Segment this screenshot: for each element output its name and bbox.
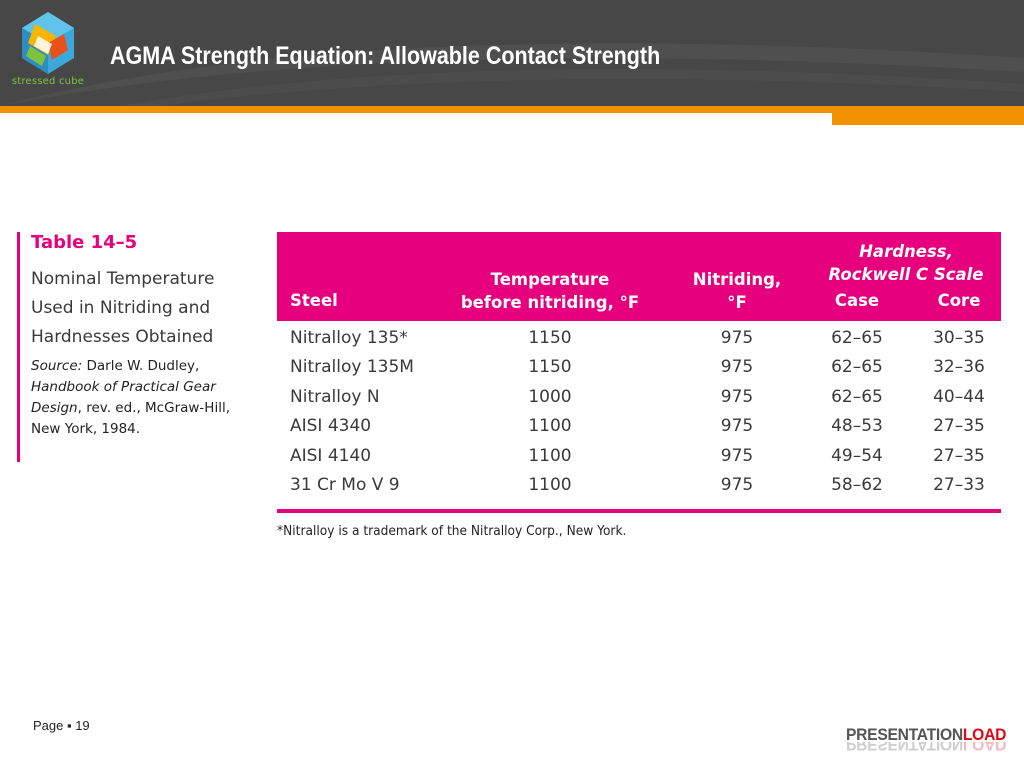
table-row: Nitralloy N 1000 975 62–65 40–44: [277, 387, 1001, 416]
header-case: Case: [834, 291, 880, 310]
cell-nitriding: 975: [720, 386, 754, 407]
header-temperature-line2: before nitriding, °F: [460, 293, 640, 312]
cell-case: 62–65: [831, 328, 883, 348]
header-nitriding-line2: °F: [727, 293, 747, 312]
cell-temperature: 1000: [528, 386, 572, 407]
cell-steel: AISI 4140: [290, 445, 372, 466]
cell-case: 62–65: [831, 357, 883, 378]
table-number: Table 14–5: [31, 232, 138, 253]
brand-reflection-load: LOAD: [962, 742, 1007, 754]
source-publisher: , rev. ed., McGraw-Hill, New York, 1984.: [31, 400, 231, 437]
logo-wordmark: stressed cube: [11, 76, 85, 87]
header-hardness: Hardness, Rockwell C Scale: [813, 240, 999, 286]
table-body: Nitralloy 135* 1150 975 62–65 30–35 Nitr…: [277, 321, 1001, 504]
slide-title: AGMA Strength Equation: Allowable Contac…: [110, 42, 661, 70]
source-book-title: Handbook of Practical Gear Design: [31, 379, 216, 416]
header-nitriding: Nitriding, °F: [679, 268, 795, 314]
source-prefix: Source:: [31, 358, 83, 374]
header-temperature: Temperature before nitriding, °F: [437, 268, 663, 314]
source-author: Darle W. Dudley,: [82, 358, 200, 374]
page-number: Page ▪ 19: [33, 718, 90, 733]
cell-temperature: 1150: [528, 328, 572, 348]
brand-reflection-presentation: PRESENTATION: [846, 742, 963, 754]
cell-core: 27–35: [933, 445, 985, 466]
cell-temperature: 1150: [528, 357, 572, 378]
table-row: Nitralloy 135M 1150 975 62–65 32–36: [277, 357, 1001, 386]
cell-steel: Nitralloy 135M: [290, 357, 414, 378]
stressed-cube-logo: stressed cube: [8, 10, 88, 94]
brand-wordmark: PRESENTATIONLOAD: [846, 725, 1008, 745]
cell-core: 32–36: [933, 357, 985, 378]
table-row: AISI 4340 1100 975 48–53 27–35: [277, 416, 1001, 445]
header-temperature-line1: Temperature: [490, 270, 610, 289]
cell-temperature: 1100: [528, 416, 572, 437]
cell-temperature: 1100: [528, 445, 572, 466]
brand-wordmark-reflection: PRESENTATIONLOAD: [846, 742, 1008, 754]
header-orange-tab: [832, 113, 1024, 125]
cube-logo-icon: [22, 12, 74, 74]
cell-steel: 31 Cr Mo V 9: [290, 474, 400, 495]
header-core: Core: [937, 291, 981, 310]
brand-part-presentation: PRESENTATION: [846, 725, 963, 744]
cell-steel: Nitralloy N: [290, 386, 380, 407]
table-row: AISI 4140 1100 975 49–54 27–35: [277, 446, 1001, 475]
header-orange-rule: [0, 106, 1024, 113]
cell-core: 27–35: [933, 416, 985, 437]
table-source: Source: Darle W. Dudley, Handbook of Prac…: [31, 356, 232, 440]
cell-case: 62–65: [831, 386, 883, 407]
cell-core: 40–44: [933, 386, 985, 407]
presentationload-logo: PRESENTATIONLOAD PRESENTATIONLOAD: [846, 725, 1022, 765]
cell-core: 30–35: [933, 328, 985, 348]
table-row: 31 Cr Mo V 9 1100 975 58–62 27–33: [277, 475, 1001, 504]
table-bottom-rule: [277, 509, 1001, 514]
table-header: Steel Temperature before nitriding, °F Ni…: [277, 232, 1001, 321]
cell-nitriding: 975: [720, 445, 754, 466]
slide-header: stressed cube AGMA Strength Equation: Al…: [0, 0, 1024, 106]
cell-nitriding: 975: [720, 474, 754, 495]
table-description: Nominal Temperature Used in Nitriding an…: [31, 269, 215, 347]
header-hardness-line2: Rockwell C Scale: [828, 265, 984, 284]
table-footnote: *Nitralloy is a trademark of the Nitrall…: [277, 524, 627, 540]
table-row: Nitralloy 135* 1150 975 62–65 30–35: [277, 328, 1001, 357]
cell-steel: AISI 4340: [290, 416, 372, 437]
cell-steel: Nitralloy 135*: [290, 328, 408, 348]
cell-nitriding: 975: [720, 328, 754, 348]
cell-core: 27–33: [933, 474, 985, 495]
cell-nitriding: 975: [720, 357, 754, 378]
header-steel: Steel: [290, 291, 338, 310]
brand-part-load: LOAD: [962, 725, 1007, 744]
header-hardness-line1: Hardness,: [859, 242, 953, 261]
table-caption: Table 14–5 Nominal Temperature Used in N…: [17, 232, 232, 462]
header-nitriding-line1: Nitriding,: [692, 270, 782, 289]
cell-nitriding: 975: [720, 416, 754, 437]
nitriding-table: Steel Temperature before nitriding, °F Ni…: [277, 232, 1001, 539]
cell-case: 49–54: [831, 445, 883, 466]
cell-case: 48–53: [831, 416, 883, 437]
cell-temperature: 1100: [528, 474, 572, 495]
cell-case: 58–62: [831, 474, 883, 495]
header-swoosh-decoration: [0, 43, 1024, 106]
